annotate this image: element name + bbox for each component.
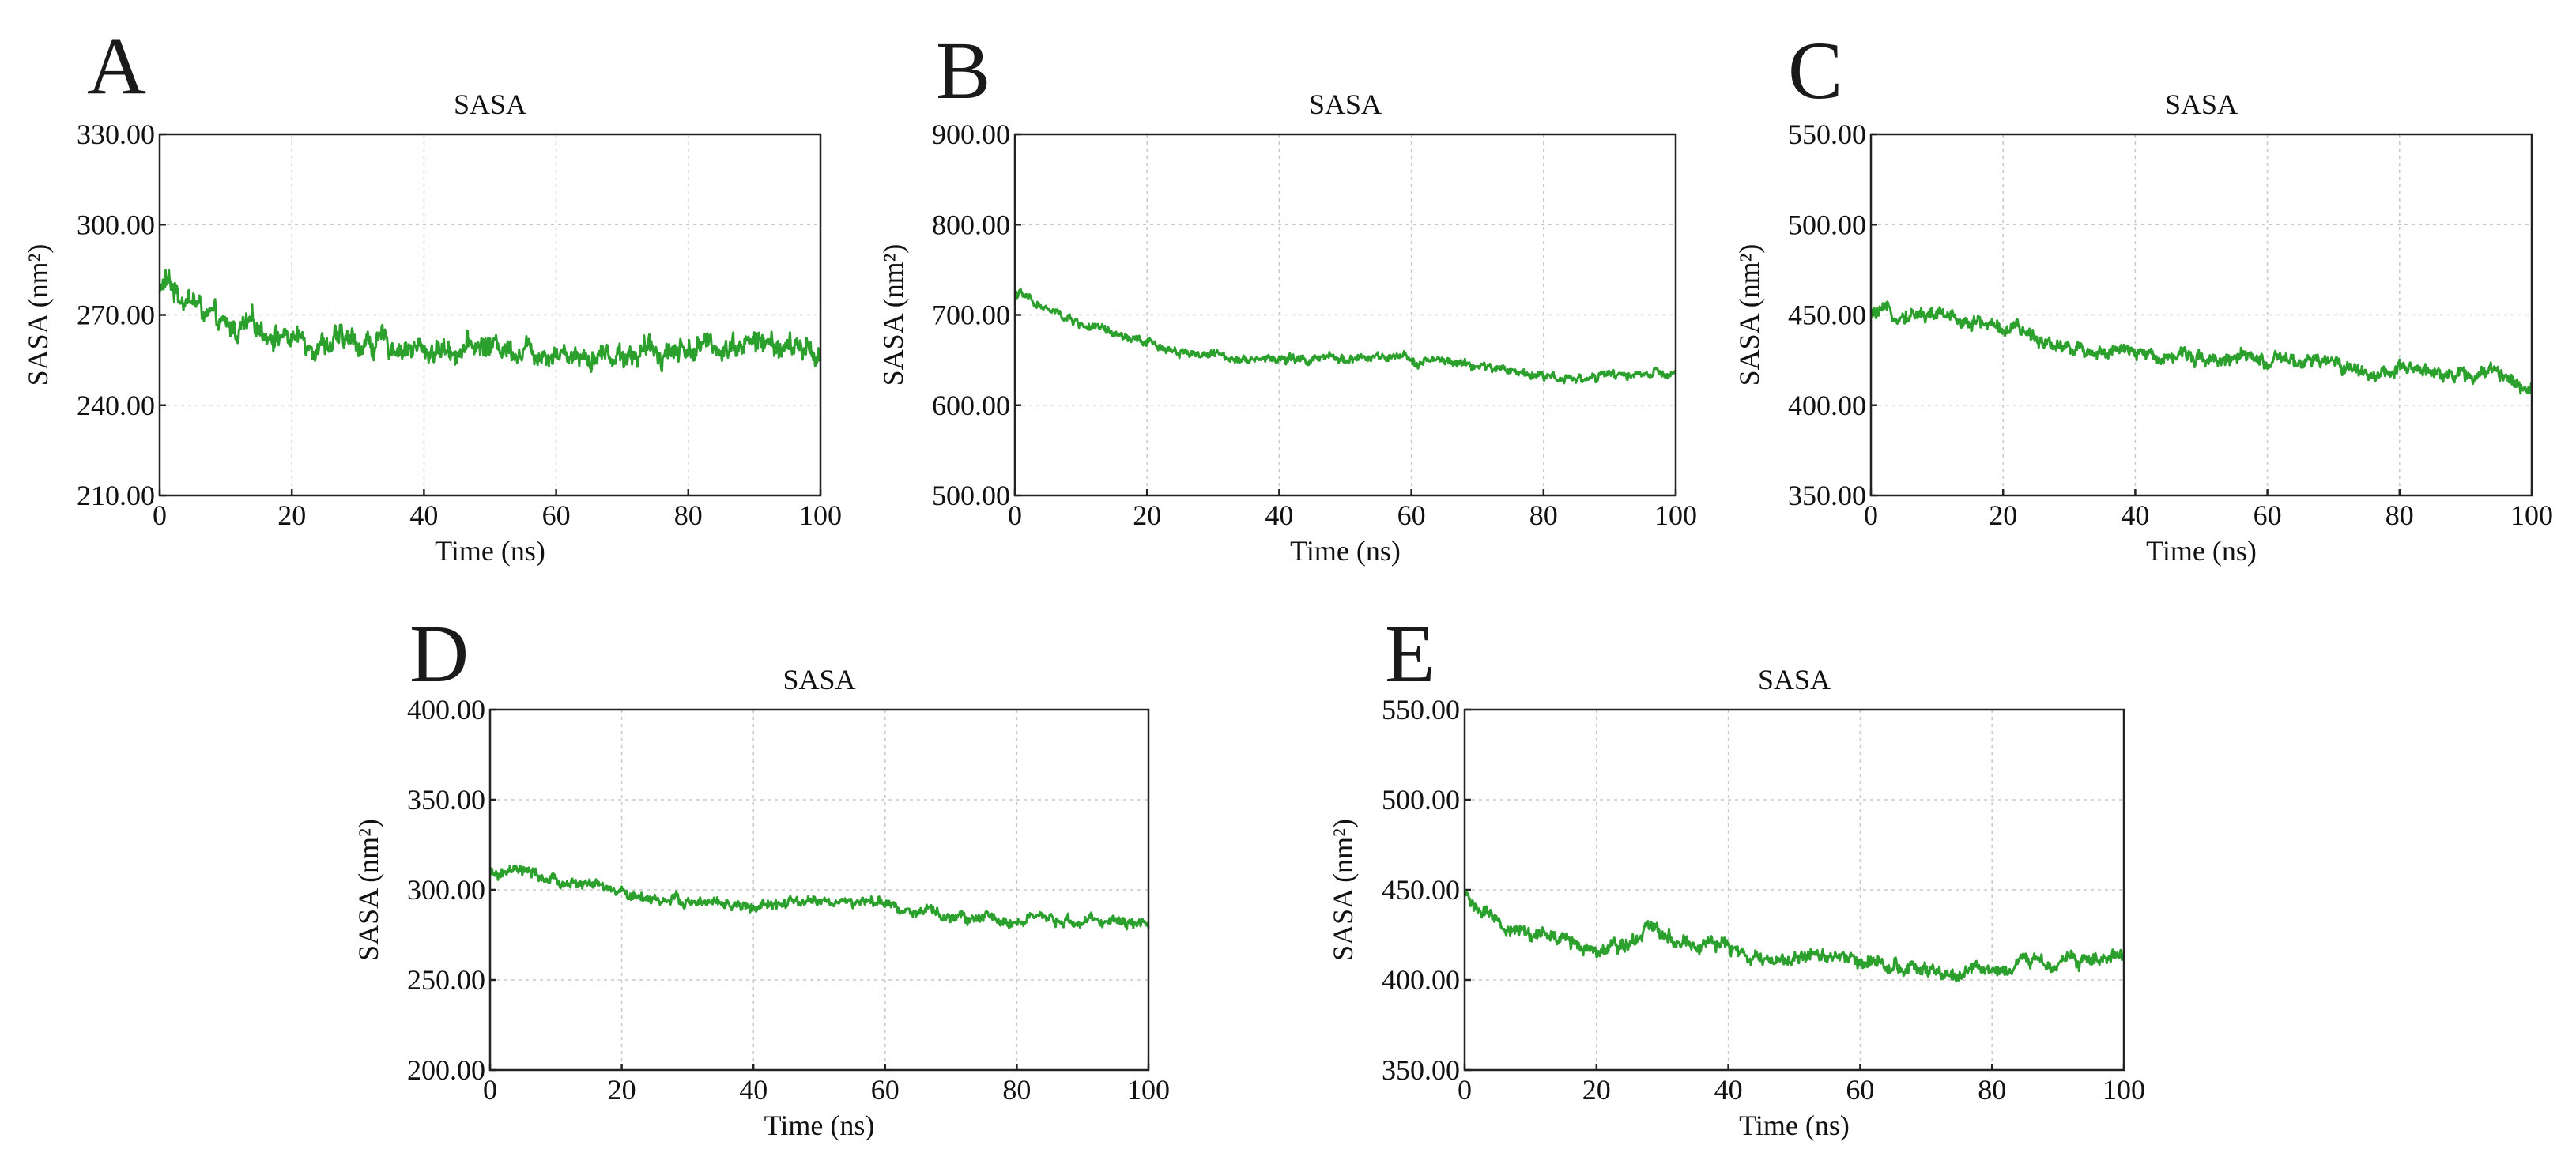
plot-frame bbox=[1869, 133, 2533, 497]
x-tick-label: 20 bbox=[1582, 1074, 1611, 1106]
y-tick-label: 400.00 bbox=[407, 694, 485, 725]
y-tick-label: 400.00 bbox=[1788, 390, 1866, 421]
panel-letter: C bbox=[1788, 25, 1842, 116]
chart-title: SASA bbox=[1309, 89, 1382, 120]
y-tick-label: 500.00 bbox=[1788, 209, 1866, 240]
y-axis-label: SASA (nm²) bbox=[1327, 819, 1359, 961]
y-tick-label: 350.00 bbox=[407, 784, 485, 816]
x-tick-label: 60 bbox=[542, 499, 571, 531]
series-line-sasa bbox=[488, 865, 1150, 931]
chart-panel-a: A SASA 0 20 40 60 80 100 210.00 240.00 270.00 300.0… bbox=[22, 21, 842, 567]
y-axis-label: SASA (nm²) bbox=[22, 244, 54, 386]
x-tick-label: 20 bbox=[277, 499, 306, 531]
x-axis-label: Time (ns) bbox=[435, 535, 545, 567]
y-tick-label: 210.00 bbox=[77, 480, 155, 511]
y-tick-label: 200.00 bbox=[407, 1054, 485, 1086]
y-tick-label: 550.00 bbox=[1788, 119, 1866, 150]
x-tick-label: 40 bbox=[1714, 1074, 1743, 1106]
x-tick-label: 80 bbox=[1978, 1074, 2006, 1106]
series-line-sasa bbox=[1013, 288, 1677, 385]
x-tick-label: 60 bbox=[1397, 499, 1426, 531]
y-tick-label: 600.00 bbox=[932, 390, 1010, 421]
series-line-sasa bbox=[158, 269, 822, 373]
x-axis-label: Time (ns) bbox=[2146, 535, 2257, 567]
x-tick-label: 80 bbox=[1529, 499, 1558, 531]
x-tick-label: 100 bbox=[1654, 499, 1697, 531]
y-tick-label: 900.00 bbox=[932, 119, 1010, 150]
y-axis-label: SASA (nm²) bbox=[353, 819, 384, 961]
x-tick-label: 100 bbox=[2510, 499, 2553, 531]
plot-frame bbox=[488, 708, 1150, 1072]
y-tick-label: 500.00 bbox=[1382, 784, 1460, 816]
y-tick-label: 450.00 bbox=[1382, 874, 1460, 906]
y-tick-label: 240.00 bbox=[77, 390, 155, 421]
x-tick-label: 20 bbox=[608, 1074, 636, 1106]
plot-frame bbox=[1013, 133, 1677, 497]
chart-panel-c: C SASA 0 20 40 60 80 100 350.00 400.00 450.00 500.0… bbox=[1733, 25, 2553, 567]
chart-panel-d: D SASA 0 20 40 60 80 100 200.00 250.00 300.00 350.0… bbox=[353, 609, 1170, 1141]
y-tick-label: 350.00 bbox=[1382, 1054, 1460, 1086]
panel-letter: E bbox=[1385, 609, 1435, 699]
x-tick-label: 0 bbox=[1008, 499, 1022, 531]
y-axis-label: SASA (nm²) bbox=[1733, 244, 1765, 386]
x-tick-label: 40 bbox=[739, 1074, 768, 1106]
y-tick-label: 300.00 bbox=[77, 209, 155, 240]
series-line-sasa bbox=[1463, 889, 2125, 983]
y-tick-label: 800.00 bbox=[932, 209, 1010, 240]
chart-title: SASA bbox=[1758, 664, 1831, 695]
x-tick-label: 60 bbox=[871, 1074, 900, 1106]
y-tick-label: 450.00 bbox=[1788, 300, 1866, 331]
x-tick-label: 0 bbox=[1458, 1074, 1472, 1106]
x-tick-label: 20 bbox=[1133, 499, 1161, 531]
x-tick-label: 100 bbox=[1127, 1074, 1170, 1106]
chart-title: SASA bbox=[454, 89, 526, 120]
x-tick-label: 40 bbox=[1265, 499, 1293, 531]
x-tick-label: 60 bbox=[1846, 1074, 1874, 1106]
x-tick-label: 100 bbox=[2103, 1074, 2145, 1106]
x-tick-label: 60 bbox=[2254, 499, 2282, 531]
chart-title: SASA bbox=[783, 664, 855, 695]
x-tick-label: 80 bbox=[674, 499, 703, 531]
y-tick-label: 400.00 bbox=[1382, 964, 1460, 996]
panel-letter: D bbox=[409, 609, 469, 699]
x-tick-label: 80 bbox=[2386, 499, 2414, 531]
y-tick-label: 300.00 bbox=[407, 874, 485, 906]
y-tick-label: 350.00 bbox=[1788, 480, 1866, 511]
panel-letter: B bbox=[936, 25, 990, 116]
y-tick-label: 550.00 bbox=[1382, 694, 1460, 725]
series-line-sasa bbox=[1869, 300, 2533, 395]
y-tick-label: 270.00 bbox=[77, 300, 155, 331]
x-axis-label: Time (ns) bbox=[764, 1110, 875, 1141]
x-axis-label: Time (ns) bbox=[1290, 535, 1401, 567]
x-axis-label: Time (ns) bbox=[1739, 1110, 1850, 1141]
y-tick-label: 250.00 bbox=[407, 964, 485, 996]
plot-frame bbox=[158, 133, 822, 497]
chart-title: SASA bbox=[2165, 89, 2238, 120]
chart-panel-e: E SASA 0 20 40 60 80 100 350.00 400.00 450.00 500.0… bbox=[1327, 609, 2145, 1141]
panel-letter: A bbox=[87, 21, 146, 111]
x-tick-label: 0 bbox=[483, 1074, 497, 1106]
chart-panel-b: B SASA 0 20 40 60 80 100 500.00 600.00 700.00 800.0… bbox=[877, 25, 1697, 567]
x-tick-label: 0 bbox=[153, 499, 167, 531]
x-tick-label: 40 bbox=[409, 499, 438, 531]
x-tick-label: 100 bbox=[799, 499, 842, 531]
y-axis-label: SASA (nm²) bbox=[877, 244, 909, 386]
x-tick-label: 0 bbox=[1864, 499, 1878, 531]
x-tick-label: 80 bbox=[1002, 1074, 1031, 1106]
x-tick-label: 20 bbox=[1989, 499, 2017, 531]
y-tick-label: 330.00 bbox=[77, 119, 155, 150]
plot-frame bbox=[1463, 708, 2125, 1072]
y-tick-label: 700.00 bbox=[932, 300, 1010, 331]
x-tick-label: 40 bbox=[2121, 499, 2149, 531]
y-tick-label: 500.00 bbox=[932, 480, 1010, 511]
